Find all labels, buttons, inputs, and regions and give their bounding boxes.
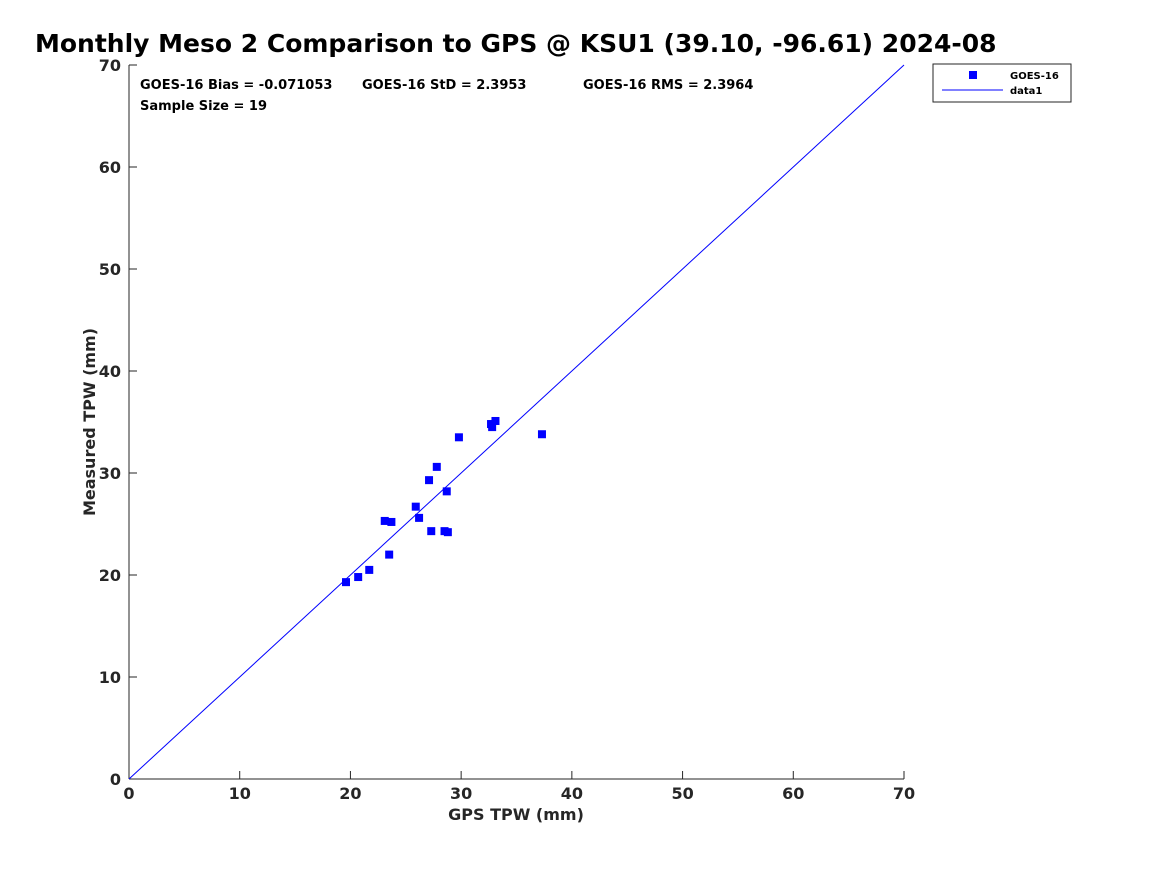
data-point-goes16 — [387, 517, 396, 526]
std-annotation: GOES-16 StD = 2.3953 — [362, 78, 526, 93]
legend-marker-goes16 — [969, 71, 977, 79]
x-axis-label: GPS TPW (mm) — [448, 805, 584, 824]
legend-label-data1: data1 — [1010, 86, 1042, 97]
data-point-goes16 — [488, 423, 497, 432]
data-point-goes16 — [491, 416, 500, 425]
data-point-goes16 — [454, 433, 463, 442]
x-tick-label: 50 — [671, 784, 693, 803]
x-tick-label: 60 — [782, 784, 804, 803]
sample-size-annotation: Sample Size = 19 — [140, 99, 267, 114]
data-point-goes16 — [380, 516, 389, 525]
data-point-goes16 — [537, 430, 546, 439]
x-tick-label: 20 — [339, 784, 361, 803]
x-tick-label: 30 — [450, 784, 472, 803]
reference-line-data1 — [128, 64, 905, 780]
rms-annotation: GOES-16 RMS = 2.3964 — [583, 78, 753, 93]
x-tick-label: 10 — [229, 784, 251, 803]
y-axis-ticks: 0 10 20 30 40 50 60 70 — [99, 56, 137, 789]
data-point-goes16 — [342, 578, 350, 587]
data-point-goes16 — [385, 550, 394, 559]
y-tick-label: 10 — [99, 668, 121, 687]
y-tick-label: 60 — [99, 158, 121, 177]
plot-area — [128, 64, 905, 780]
bias-annotation: GOES-16 Bias = -0.071053 — [140, 78, 332, 93]
legend-label-goes16: GOES-16 — [1010, 71, 1059, 82]
data-point-goes16 — [365, 565, 374, 574]
data-point-goes16 — [427, 527, 436, 536]
y-tick-label: 70 — [99, 56, 121, 75]
x-tick-label: 70 — [893, 784, 915, 803]
y-tick-label: 40 — [99, 362, 121, 381]
legend-box — [932, 63, 1072, 103]
y-tick-label: 0 — [110, 770, 121, 789]
data-point-goes16 — [425, 476, 434, 485]
x-tick-label: 0 — [123, 784, 134, 803]
chart-title: Monthly Meso 2 Comparison to GPS @ KSU1 … — [35, 29, 997, 58]
data-point-goes16 — [443, 528, 452, 537]
x-tick-label: 40 — [561, 784, 583, 803]
data-point-goes16 — [411, 502, 420, 511]
x-axis-ticks: 0 10 20 30 40 50 60 70 — [123, 771, 915, 803]
data-point-goes16 — [442, 487, 451, 496]
y-tick-label: 50 — [99, 260, 121, 279]
data-point-goes16 — [415, 513, 424, 522]
y-axis-label: Measured TPW (mm) — [80, 328, 99, 516]
y-tick-label: 30 — [99, 464, 121, 483]
y-tick-label: 20 — [99, 566, 121, 585]
legend: GOES-16 data1 — [932, 63, 1072, 103]
data-point-goes16 — [354, 573, 363, 582]
data-point-goes16 — [432, 462, 441, 471]
